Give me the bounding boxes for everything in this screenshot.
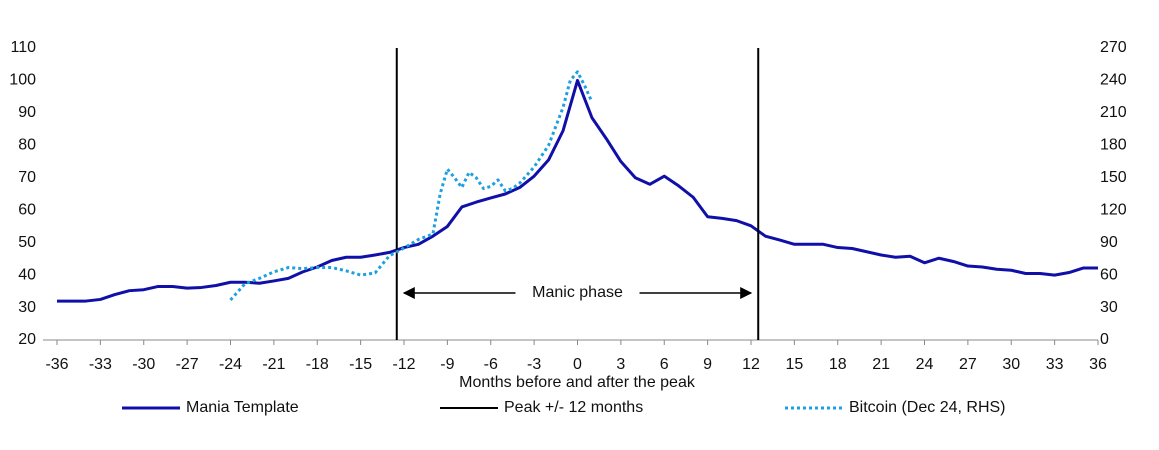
y2-tick-label: 90	[1100, 234, 1118, 251]
x-tick-label: 6	[660, 356, 669, 373]
y2-tick-label: 120	[1100, 201, 1127, 218]
x-tick-label: 21	[872, 356, 890, 373]
y2-tick-label: 30	[1100, 299, 1118, 316]
x-tick-label: 12	[742, 356, 760, 373]
x-tick-label: 27	[959, 356, 977, 373]
y-tick-label: 60	[18, 201, 36, 218]
x-tick-label: 9	[703, 356, 712, 373]
x-tick-label: -33	[89, 356, 112, 373]
x-tick-label: -15	[349, 356, 372, 373]
x-tick-label: -36	[45, 356, 68, 373]
series-line	[57, 78, 1098, 303]
x-axis-label: Months before and after the peak	[459, 374, 696, 391]
y2-tick-label: 240	[1100, 72, 1127, 89]
x-tick-label: -27	[176, 356, 199, 373]
y-tick-label: 70	[18, 169, 36, 186]
x-tick-label: -6	[484, 356, 498, 373]
x-tick-label: -24	[219, 356, 242, 373]
x-tick-label: -18	[306, 356, 329, 373]
y-tick-label: 100	[9, 72, 36, 89]
y-tick-label: 40	[18, 266, 36, 283]
y-tick-label: 80	[18, 137, 36, 154]
x-tick-label: 24	[916, 356, 934, 373]
y2-tick-label: 150	[1100, 169, 1127, 186]
y-tick-label: 90	[18, 104, 36, 121]
legend-label: Mania Template	[186, 399, 299, 416]
y-tick-label: 50	[18, 234, 36, 251]
y2-tick-label: 270	[1100, 39, 1127, 56]
y-tick-label: 20	[18, 331, 36, 348]
legend-label: Bitcoin (Dec 24, RHS)	[849, 399, 1006, 416]
x-tick-label: 30	[1002, 356, 1020, 373]
x-tick-label: 15	[785, 356, 803, 373]
series-line	[229, 70, 594, 301]
legend-label: Peak +/- 12 months	[504, 399, 643, 416]
y-tick-label: 110	[10, 39, 36, 56]
annotation-text: Manic phase	[532, 284, 623, 301]
x-tick-label: 3	[616, 356, 625, 373]
y-tick-label: 30	[18, 299, 36, 316]
annotation-bg	[515, 282, 640, 304]
x-tick-label: 0	[573, 356, 582, 373]
x-tick-label: -12	[392, 356, 415, 373]
x-tick-label: -21	[262, 356, 285, 373]
x-tick-label: -9	[440, 356, 454, 373]
y2-tick-label: 180	[1100, 137, 1127, 154]
y2-tick-label: 0	[1100, 331, 1109, 348]
x-tick-label: -30	[132, 356, 155, 373]
x-tick-label: 36	[1089, 356, 1107, 373]
x-tick-label: -3	[527, 356, 541, 373]
x-tick-label: 33	[1046, 356, 1064, 373]
x-tick-label: 18	[829, 356, 847, 373]
y2-tick-label: 60	[1100, 266, 1118, 283]
y2-tick-label: 210	[1100, 104, 1127, 121]
